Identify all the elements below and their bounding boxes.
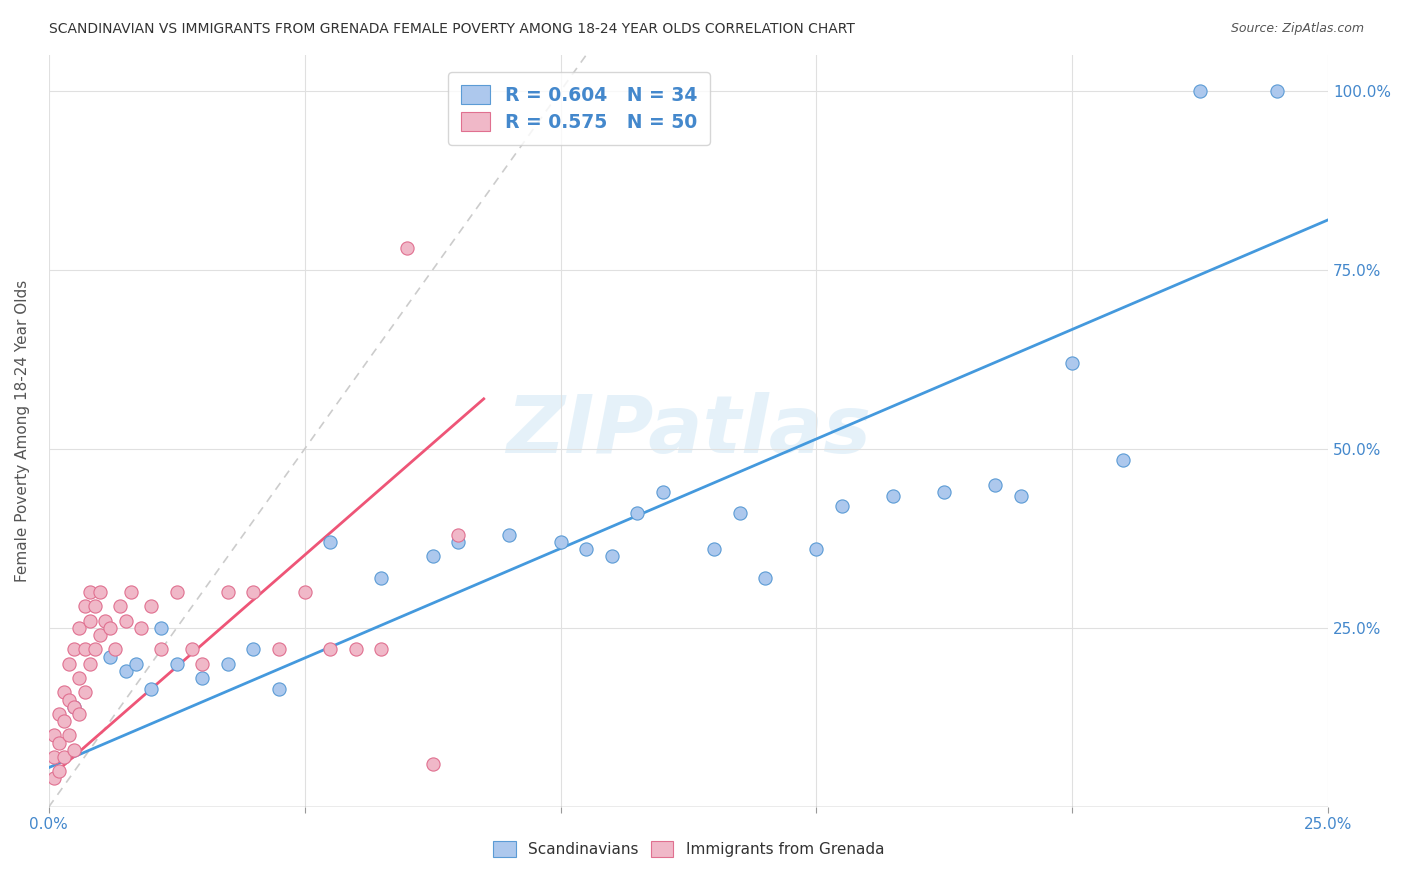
Point [125, 657, 148, 671]
Point [48, 735, 70, 749]
Point [83, 642, 105, 657]
Point [42, 728, 65, 742]
Point [1189, 84, 1212, 98]
Point [242, 642, 264, 657]
Point [63, 699, 86, 714]
Point [217, 585, 239, 599]
Point [73, 685, 96, 699]
Text: Source: ZipAtlas.com: Source: ZipAtlas.com [1230, 22, 1364, 36]
Point [319, 642, 342, 657]
Point [626, 507, 648, 521]
Point [754, 571, 776, 585]
Point [550, 535, 572, 549]
Text: ZIPatlas: ZIPatlas [506, 392, 870, 470]
Legend: R = 0.604   N = 34, R = 0.575   N = 50: R = 0.604 N = 34, R = 0.575 N = 50 [449, 72, 710, 145]
Point [651, 484, 673, 499]
Point [69, 706, 91, 721]
Point [422, 757, 444, 772]
Point [1265, 84, 1288, 98]
Point [344, 642, 367, 657]
Point [73, 642, 96, 657]
Point [48, 764, 70, 779]
Point [89, 628, 111, 642]
Point [934, 484, 956, 499]
Point [294, 585, 316, 599]
Point [53, 685, 76, 699]
Point [1112, 452, 1135, 467]
Point [63, 742, 86, 756]
Point [395, 242, 418, 256]
Point [120, 585, 142, 599]
Point [58, 728, 80, 742]
Point [98, 649, 121, 664]
Point [69, 621, 91, 635]
Point [79, 614, 101, 628]
Point [181, 642, 204, 657]
Point [150, 621, 173, 635]
Point [703, 542, 725, 557]
Point [110, 599, 132, 614]
Point [98, 621, 121, 635]
Point [114, 614, 136, 628]
Point [882, 488, 904, 502]
Point [58, 692, 80, 706]
Point [73, 599, 96, 614]
Point [42, 749, 65, 764]
Point [79, 657, 101, 671]
Point [58, 657, 80, 671]
Point [267, 681, 290, 696]
Point [1062, 356, 1084, 370]
Point [63, 642, 86, 657]
Point [63, 699, 86, 714]
Point [191, 671, 214, 685]
Point [166, 657, 188, 671]
Point [166, 585, 188, 599]
Point [129, 621, 152, 635]
Point [83, 599, 105, 614]
Point [79, 585, 101, 599]
Point [53, 749, 76, 764]
Point [447, 535, 470, 549]
Point [831, 500, 853, 514]
Point [42, 772, 65, 786]
Point [242, 585, 264, 599]
Y-axis label: Female Poverty Among 18-24 Year Olds: Female Poverty Among 18-24 Year Olds [15, 280, 30, 582]
Point [139, 681, 162, 696]
Point [104, 642, 127, 657]
Point [267, 642, 290, 657]
Point [319, 535, 342, 549]
Point [191, 657, 214, 671]
Point [53, 714, 76, 728]
Point [806, 542, 828, 557]
Point [984, 477, 1007, 491]
Point [600, 549, 623, 564]
Point [728, 507, 751, 521]
Point [89, 585, 111, 599]
Point [422, 549, 444, 564]
Point [370, 571, 392, 585]
Point [139, 599, 162, 614]
Point [94, 614, 117, 628]
Point [498, 528, 520, 542]
Text: SCANDINAVIAN VS IMMIGRANTS FROM GRENADA FEMALE POVERTY AMONG 18-24 YEAR OLDS COR: SCANDINAVIAN VS IMMIGRANTS FROM GRENADA … [49, 22, 855, 37]
Point [69, 671, 91, 685]
Point [447, 528, 470, 542]
Point [48, 706, 70, 721]
Point [370, 642, 392, 657]
Point [1010, 488, 1032, 502]
Point [217, 657, 239, 671]
Point [150, 642, 173, 657]
Point [575, 542, 598, 557]
Point [114, 664, 136, 678]
